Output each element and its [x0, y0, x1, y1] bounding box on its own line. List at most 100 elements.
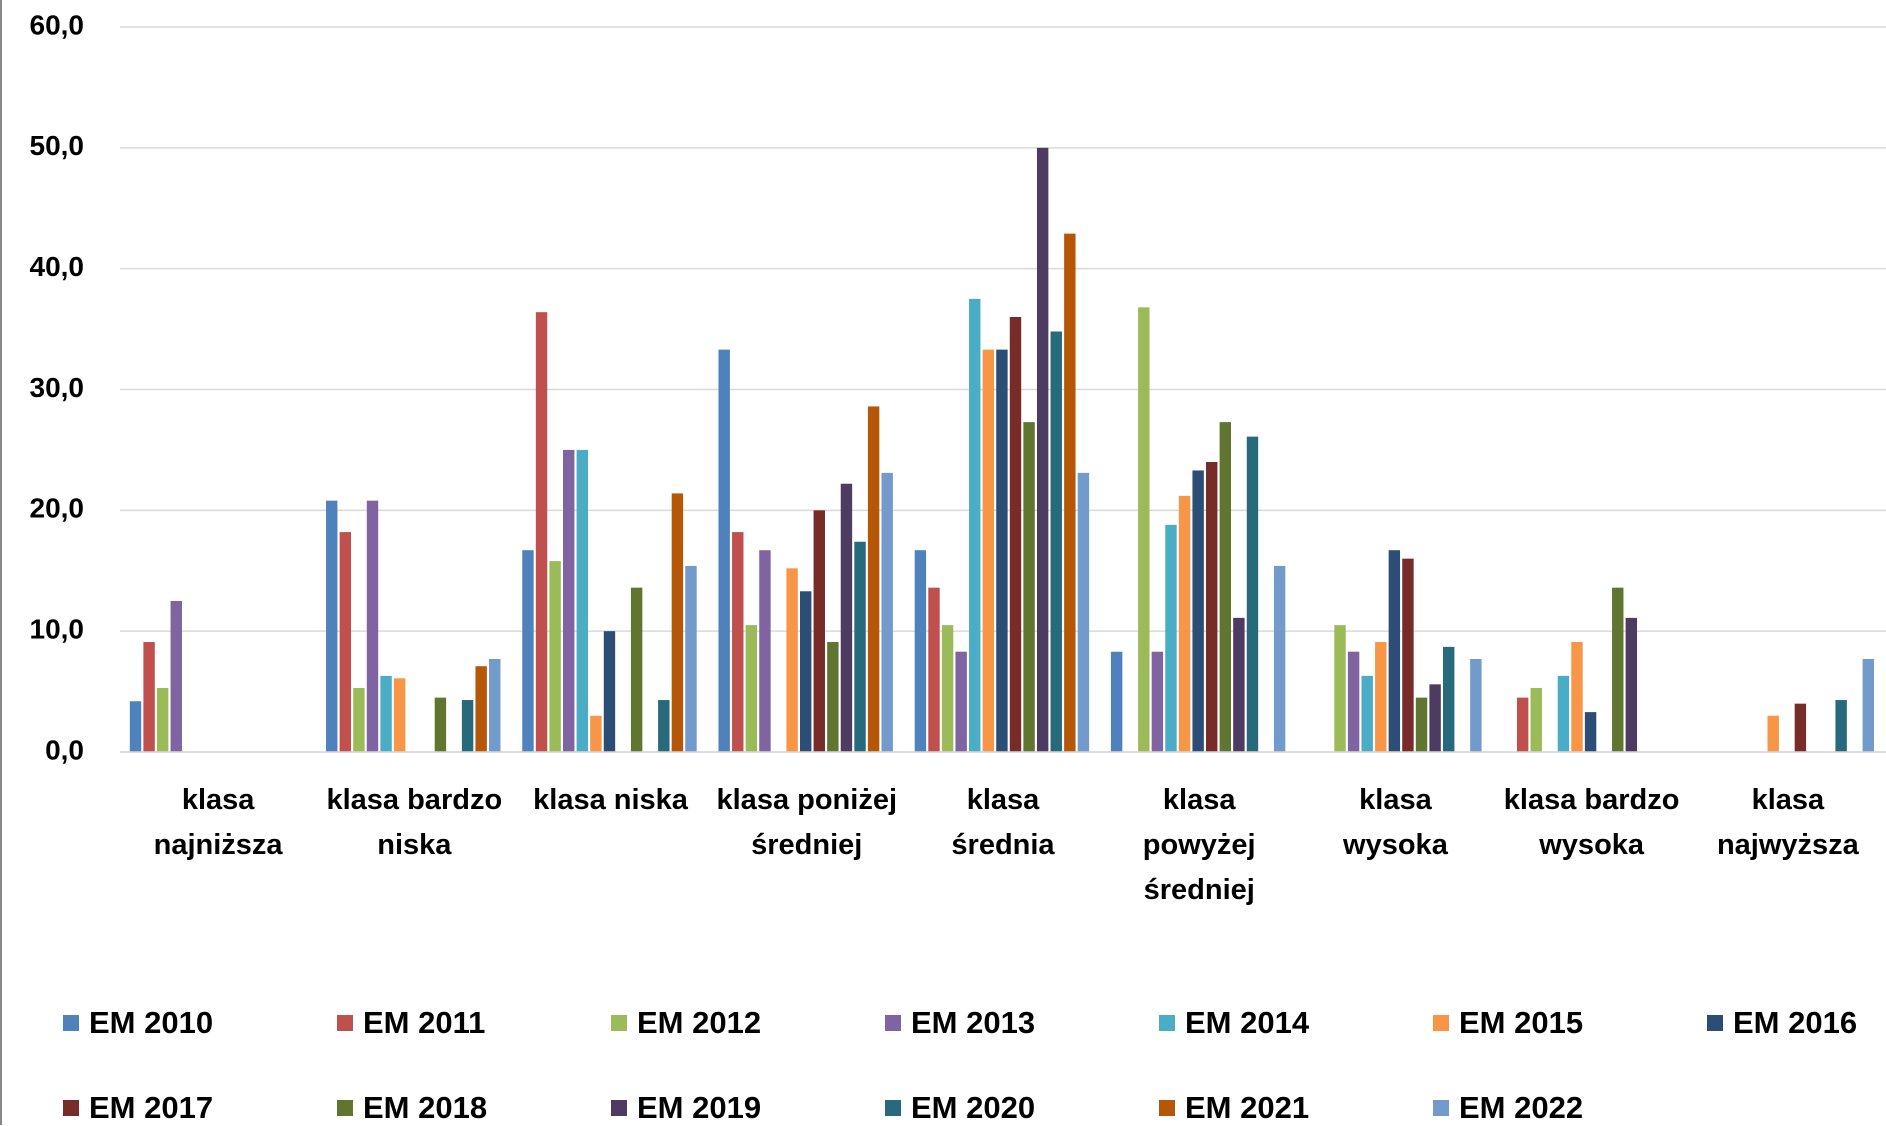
bar	[1794, 703, 1807, 752]
y-tick-label: 50,0	[30, 130, 85, 161]
x-tick-label: klasa wysoka	[1343, 784, 1448, 861]
bar	[982, 349, 995, 752]
bar	[563, 449, 575, 752]
bar	[732, 532, 744, 752]
bar	[1442, 646, 1455, 752]
bar	[996, 349, 1008, 752]
legend-item: EM 2022	[1433, 1090, 1583, 1126]
legend-label: EM 2012	[637, 1005, 762, 1040]
bar	[1361, 675, 1373, 752]
y-tick-label: 60,0	[30, 9, 85, 40]
bar	[1138, 307, 1150, 752]
bar	[671, 493, 684, 752]
legend-label: EM 2019	[637, 1090, 762, 1125]
bar	[1557, 675, 1570, 752]
bar	[489, 658, 501, 752]
bar	[745, 625, 758, 752]
bar	[1246, 436, 1259, 752]
bar	[914, 550, 927, 752]
bar	[522, 550, 534, 752]
x-tick-label: klasa powyżej średniej	[1142, 784, 1256, 906]
bar	[434, 697, 447, 752]
bar	[1178, 495, 1191, 752]
bar	[1334, 625, 1346, 752]
x-tick-label: klasa średnia	[951, 784, 1055, 861]
legend-swatch	[1159, 1100, 1175, 1116]
x-tick-label: klasa najwyższa	[1716, 784, 1859, 861]
bar	[549, 561, 561, 752]
bar	[576, 449, 589, 752]
bar	[854, 541, 866, 752]
bar	[955, 651, 967, 752]
legend-swatch	[885, 1100, 901, 1116]
bar	[1612, 587, 1624, 752]
bar	[156, 687, 169, 752]
x-tick-label: klasa bardzo niska	[326, 784, 503, 861]
bar	[339, 532, 352, 752]
bar	[1571, 642, 1583, 752]
bar	[170, 600, 182, 752]
bar	[969, 298, 981, 752]
bar	[759, 550, 771, 752]
bar	[658, 700, 670, 752]
legend-swatch	[63, 1015, 79, 1031]
legend-item: EM 2020	[885, 1090, 1035, 1126]
legend-label: EM 2010	[89, 1005, 214, 1040]
bar	[129, 701, 142, 752]
y-tick-label: 10,0	[30, 614, 85, 645]
bar	[630, 587, 643, 752]
bar	[1862, 658, 1875, 752]
legend-swatch	[611, 1015, 627, 1031]
x-tick-label: klasa niska	[533, 784, 688, 816]
bar	[366, 500, 379, 752]
bar	[867, 406, 880, 752]
legend-label: EM 2020	[911, 1090, 1036, 1125]
x-tick-label: klasa poniżej średniej	[716, 784, 898, 861]
bar	[143, 642, 155, 752]
bar	[1530, 687, 1542, 752]
y-tick-label: 40,0	[30, 251, 85, 282]
y-tick-label: 20,0	[30, 493, 85, 524]
legend-swatch	[1433, 1015, 1449, 1031]
legend-label: EM 2015	[1459, 1005, 1584, 1040]
legend-label: EM 2021	[1185, 1090, 1310, 1125]
bar	[590, 715, 602, 752]
legend-swatch	[1433, 1100, 1449, 1116]
legend-item: EM 2018	[337, 1090, 487, 1126]
bar	[353, 687, 365, 752]
bar	[786, 568, 798, 752]
bar	[1036, 147, 1049, 753]
legend-label: EM 2014	[1185, 1005, 1310, 1040]
bar	[1110, 651, 1123, 752]
legend-item: EM 2013	[885, 1005, 1035, 1041]
bar	[475, 666, 487, 752]
bar	[941, 625, 954, 752]
legend-label: EM 2013	[911, 1005, 1036, 1040]
bar	[1151, 651, 1164, 752]
bar	[1625, 617, 1638, 752]
bar	[1835, 700, 1847, 752]
bar	[1584, 712, 1597, 752]
legend-label: EM 2016	[1733, 1005, 1858, 1040]
bar	[326, 500, 338, 752]
bar	[827, 642, 839, 752]
bar	[928, 587, 940, 752]
legend-item: EM 2012	[611, 1005, 761, 1041]
legend-swatch	[1707, 1015, 1723, 1031]
legend-item: EM 2011	[337, 1005, 485, 1041]
legend-swatch	[611, 1100, 627, 1116]
legend-swatch	[885, 1015, 901, 1031]
bar	[1388, 550, 1401, 752]
legend-swatch	[337, 1015, 353, 1031]
bar	[380, 675, 392, 752]
bar	[1009, 317, 1022, 752]
bar	[1050, 331, 1062, 752]
legend-item: EM 2014	[1159, 1005, 1309, 1041]
legend-label: EM 2018	[363, 1090, 488, 1125]
legend-swatch	[337, 1100, 353, 1116]
legend-label: EM 2017	[89, 1090, 214, 1125]
bar	[1192, 470, 1204, 752]
x-tick-label: klasa najniższa	[153, 784, 283, 861]
bar	[1347, 651, 1360, 752]
